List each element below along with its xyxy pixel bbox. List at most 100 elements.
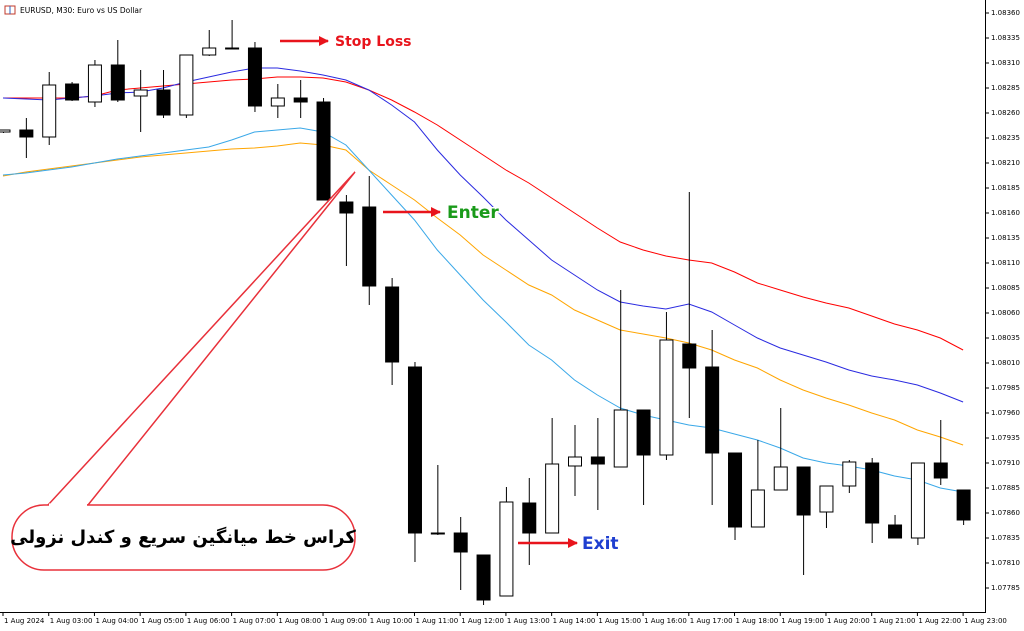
- x-tick-label: 1 Aug 09:00: [324, 617, 367, 625]
- candle-body: [956, 489, 971, 521]
- exit-label: Exit: [582, 534, 619, 554]
- candle-body: [110, 64, 125, 101]
- x-tick-label: 1 Aug 12:00: [461, 617, 504, 625]
- candle-body: [407, 366, 422, 534]
- candle-body: [19, 129, 34, 138]
- candle-body: [636, 409, 651, 456]
- candle-body: [568, 456, 582, 467]
- candle-body: [247, 47, 262, 107]
- candle-body: [179, 54, 194, 116]
- x-tick-label: 1 Aug 18:00: [736, 617, 779, 625]
- y-tick-label: 1.08335: [991, 34, 1020, 42]
- candle-body: [682, 343, 697, 369]
- candle-body: [430, 532, 445, 535]
- moving-average-line: [3, 76, 964, 351]
- candle-body: [796, 466, 811, 516]
- candle-body: [888, 524, 903, 539]
- y-tick-label: 1.08310: [991, 59, 1020, 67]
- candle-body: [293, 97, 308, 103]
- candle-body: [270, 97, 285, 107]
- candle-body: [202, 47, 217, 56]
- candle-body: [842, 461, 857, 487]
- candle-body: [225, 47, 240, 50]
- stop-loss-label: Stop Loss: [335, 34, 412, 50]
- moving-average-line: [2, 127, 964, 493]
- y-tick-label: 1.07985: [991, 384, 1020, 392]
- plot-area: 1.08360 1.08335 1.08310 1.08285 1.08260 1.082…: [0, 9, 1020, 625]
- candle-body: [933, 462, 948, 479]
- candle-body: [339, 201, 354, 214]
- candle-body: [0, 129, 11, 133]
- x-tick-label: 1 Aug 20:00: [827, 617, 870, 625]
- x-tick-label: 1 Aug 19:00: [781, 617, 824, 625]
- candle-body: [476, 554, 491, 601]
- candle-body: [728, 452, 743, 528]
- y-tick-label: 1.08010: [991, 359, 1020, 367]
- x-tick-label: 1 Aug 11:00: [415, 617, 458, 625]
- y-tick-label: 1.08135: [991, 234, 1020, 242]
- candle-body: [545, 463, 560, 534]
- callout-text: کراس خط میانگین سریع و کندل نزولی: [10, 526, 356, 548]
- candle-body: [156, 89, 171, 116]
- x-tick-label: 1 Aug 08:00: [278, 617, 321, 625]
- y-tick-label: 1.08210: [991, 159, 1020, 167]
- candle-body: [773, 466, 788, 491]
- moving-average-line: [2, 142, 964, 446]
- y-tick-label: 1.07860: [991, 509, 1020, 517]
- x-tick-label: 1 Aug 13:00: [507, 617, 550, 625]
- y-tick-label: 1.07810: [991, 559, 1020, 567]
- candle-body: [865, 462, 880, 524]
- candle-body: [750, 489, 765, 528]
- moving-average-line: [2, 67, 964, 403]
- header: EURUSD, M30: Euro vs US Dollar: [4, 5, 143, 15]
- x-tick-label: 1 Aug 06:00: [187, 617, 230, 625]
- y-tick-label: 1.08035: [991, 334, 1020, 342]
- x-tick-label: 1 Aug 07:00: [233, 617, 276, 625]
- x-tick-label: 1 Aug 14:00: [553, 617, 596, 625]
- candle-body: [362, 206, 377, 287]
- candle-body: [910, 462, 925, 539]
- candle-body: [499, 501, 514, 597]
- x-tick-label: 1 Aug 2024: [4, 617, 45, 625]
- y-tick-label: 1.08235: [991, 134, 1020, 142]
- candle-body: [819, 485, 834, 513]
- candle-body: [42, 84, 57, 138]
- y-tick-label: 1.07935: [991, 434, 1020, 442]
- callout-box: [11, 504, 356, 571]
- x-tick-label: 1 Aug 21:00: [873, 617, 916, 625]
- y-tick-label: 1.07960: [991, 409, 1020, 417]
- y-tick-label: 1.08185: [991, 184, 1020, 192]
- candle-body: [453, 532, 468, 553]
- x-tick-label: 1 Aug 17:00: [690, 617, 733, 625]
- candle-body: [316, 101, 331, 201]
- y-tick-label: 1.08060: [991, 309, 1020, 317]
- y-tick-label: 1.08160: [991, 209, 1020, 217]
- y-tick-label: 1.08085: [991, 284, 1020, 292]
- y-tick-label: 1.07785: [991, 584, 1020, 592]
- y-tick-label: 1.08260: [991, 109, 1020, 117]
- x-tick-label: 1 Aug 16:00: [644, 617, 687, 625]
- y-tick-label: 1.07910: [991, 459, 1020, 467]
- candle-body: [385, 286, 400, 363]
- x-tick-label: 1 Aug 04:00: [95, 617, 138, 625]
- y-tick-label: 1.08110: [991, 259, 1020, 267]
- candle-body: [705, 366, 720, 454]
- x-tick-label: 1 Aug 03:00: [50, 617, 93, 625]
- candle-body: [133, 89, 148, 97]
- x-tick-label: 1 Aug 15:00: [598, 617, 641, 625]
- candle-body: [87, 64, 102, 103]
- x-tick-label: 1 Aug 22:00: [918, 617, 961, 625]
- y-tick-label: 1.08285: [991, 84, 1020, 92]
- x-tick-label: 1 Aug 23:00: [964, 617, 1007, 625]
- candle-body: [522, 502, 537, 534]
- x-tick-label: 1 Aug 10:00: [370, 617, 413, 625]
- x-tick-label: 1 Aug 05:00: [141, 617, 184, 625]
- enter-label: Enter: [447, 203, 499, 223]
- candle-body: [659, 339, 674, 456]
- chart-title: EURUSD, M30: Euro vs US Dollar: [20, 6, 143, 15]
- candle-body: [65, 83, 80, 101]
- y-tick-label: 1.07885: [991, 484, 1020, 492]
- candle-body: [590, 456, 605, 465]
- y-tick-label: 1.07835: [991, 534, 1020, 542]
